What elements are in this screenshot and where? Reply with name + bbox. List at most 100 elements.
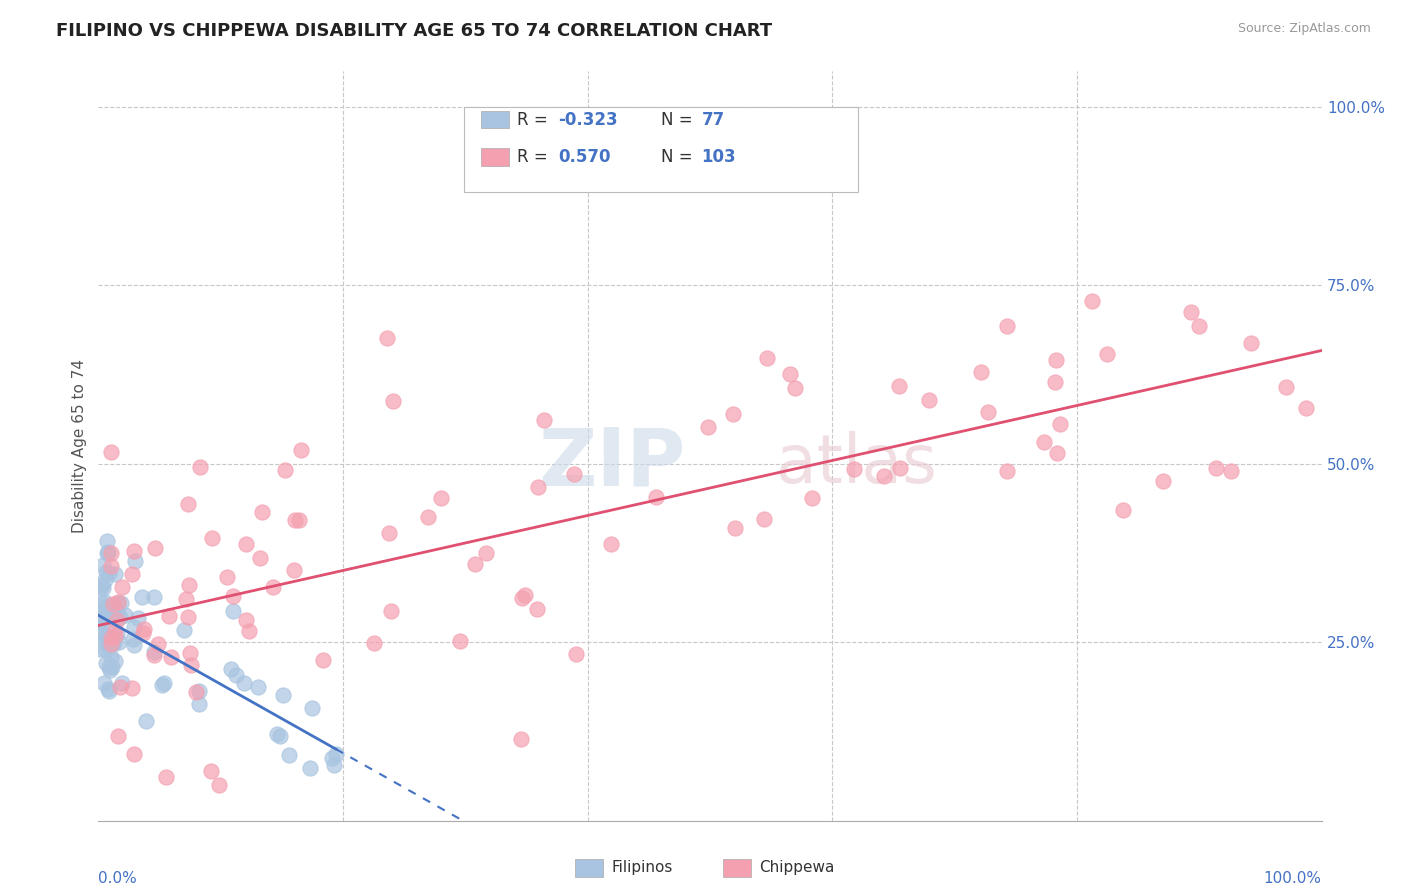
- Text: 100.0%: 100.0%: [1264, 871, 1322, 886]
- Point: [312, 652, 335, 666]
- Point: [235, 537, 257, 551]
- Point: [110, 596, 132, 610]
- Text: FILIPINO VS CHIPPEWA DISABILITY AGE 65 TO 74 CORRELATION CHART: FILIPINO VS CHIPPEWA DISABILITY AGE 65 T…: [56, 22, 772, 40]
- Point: [105, 627, 128, 641]
- Point: [1240, 335, 1263, 350]
- Point: [105, 606, 128, 620]
- Point: [1045, 375, 1067, 389]
- Point: [96, 631, 118, 645]
- Point: [122, 747, 145, 761]
- Point: [222, 604, 245, 618]
- Point: [533, 412, 555, 426]
- Point: [200, 764, 222, 778]
- Point: [100, 637, 122, 651]
- Point: [278, 747, 301, 762]
- Point: [107, 729, 129, 743]
- Text: N =: N =: [661, 148, 697, 166]
- Point: [1049, 417, 1071, 431]
- Point: [90, 596, 112, 610]
- Point: [104, 623, 127, 637]
- Point: [96, 565, 118, 579]
- Point: [510, 591, 533, 606]
- Text: 77: 77: [702, 111, 725, 128]
- Point: [645, 490, 668, 504]
- Point: [889, 461, 911, 475]
- Y-axis label: Disability Age 65 to 74: Disability Age 65 to 74: [72, 359, 87, 533]
- Point: [321, 751, 343, 765]
- Point: [100, 445, 122, 459]
- Point: [1095, 347, 1118, 361]
- Point: [918, 393, 941, 408]
- Point: [93, 676, 115, 690]
- Point: [174, 591, 197, 606]
- Point: [225, 668, 247, 682]
- Point: [150, 678, 173, 692]
- Point: [89, 606, 111, 620]
- Point: [134, 622, 156, 636]
- Point: [111, 580, 134, 594]
- Point: [299, 761, 322, 775]
- Point: [1219, 464, 1241, 478]
- Point: [375, 331, 398, 345]
- Point: [121, 681, 143, 695]
- Point: [1045, 353, 1067, 368]
- Point: [266, 726, 288, 740]
- Point: [565, 647, 588, 661]
- Point: [157, 608, 180, 623]
- Point: [104, 567, 127, 582]
- Point: [526, 602, 548, 616]
- Text: R =: R =: [517, 148, 554, 166]
- Point: [97, 660, 120, 674]
- Point: [177, 610, 200, 624]
- Point: [96, 546, 118, 560]
- Point: [97, 637, 120, 651]
- Point: [1111, 503, 1133, 517]
- Point: [1046, 446, 1069, 460]
- Point: [430, 491, 453, 505]
- Point: [98, 663, 121, 677]
- Point: [844, 461, 866, 475]
- Point: [179, 646, 201, 660]
- Point: [143, 645, 166, 659]
- Point: [184, 684, 207, 698]
- Point: [98, 599, 121, 613]
- Point: [378, 525, 401, 540]
- Point: [274, 463, 297, 477]
- Point: [1275, 380, 1298, 394]
- Point: [756, 351, 779, 365]
- Point: [284, 512, 307, 526]
- Point: [322, 758, 344, 772]
- Point: [752, 512, 775, 526]
- Point: [363, 636, 385, 650]
- Point: [96, 631, 118, 645]
- Point: [290, 442, 312, 457]
- Text: N =: N =: [661, 111, 697, 128]
- Point: [155, 770, 177, 784]
- Text: Chippewa: Chippewa: [759, 861, 835, 875]
- Point: [142, 648, 165, 662]
- Point: [122, 638, 145, 652]
- Point: [464, 558, 486, 572]
- Point: [301, 700, 323, 714]
- Point: [100, 632, 122, 646]
- Point: [94, 608, 117, 623]
- Text: 0.0%: 0.0%: [98, 871, 138, 886]
- Point: [233, 676, 256, 690]
- Point: [510, 732, 533, 747]
- Point: [222, 589, 245, 603]
- Point: [135, 714, 157, 729]
- Point: [143, 591, 166, 605]
- Point: [114, 607, 136, 622]
- Point: [325, 747, 347, 761]
- Point: [124, 554, 146, 568]
- Point: [1205, 461, 1227, 475]
- Point: [122, 620, 145, 634]
- Point: [262, 580, 284, 594]
- Point: [89, 581, 111, 595]
- Point: [108, 609, 131, 624]
- Point: [100, 559, 122, 574]
- Point: [271, 689, 294, 703]
- Point: [103, 637, 125, 651]
- Point: [779, 367, 801, 381]
- Point: [91, 558, 114, 573]
